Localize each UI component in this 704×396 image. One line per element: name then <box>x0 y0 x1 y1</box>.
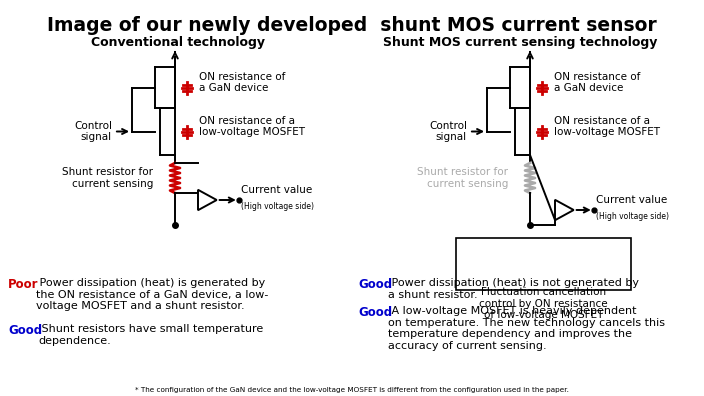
Text: Shunt resistor for
current sensing: Shunt resistor for current sensing <box>62 167 153 189</box>
Text: (High voltage side): (High voltage side) <box>596 212 669 221</box>
Text: Shunt MOS current sensing technology: Shunt MOS current sensing technology <box>383 36 658 49</box>
Text: Control
signal: Control signal <box>74 121 112 142</box>
Text: Power dissipation (heat) is not generated by
a shunt resistor.: Power dissipation (heat) is not generate… <box>388 278 639 300</box>
Text: Good: Good <box>358 306 392 319</box>
Text: Shunt resistors have small temperature
dependence.: Shunt resistors have small temperature d… <box>38 324 263 346</box>
Text: ON resistance of
a GaN device: ON resistance of a GaN device <box>199 72 285 93</box>
Text: (High voltage side): (High voltage side) <box>241 202 314 211</box>
Text: Good: Good <box>358 278 392 291</box>
Text: ON resistance of a
low-voltage MOSFET: ON resistance of a low-voltage MOSFET <box>554 116 660 137</box>
Text: Current value: Current value <box>241 185 312 195</box>
Bar <box>456 238 631 290</box>
Text: Control
signal: Control signal <box>429 121 467 142</box>
Text: Poor: Poor <box>8 278 39 291</box>
Text: Fluctuation cancellation
control by ON resistance
of low-voltage MOSFET: Fluctuation cancellation control by ON r… <box>479 287 608 320</box>
Polygon shape <box>555 200 574 220</box>
Text: Current value: Current value <box>596 195 667 205</box>
Text: ON resistance of a
low-voltage MOSFET: ON resistance of a low-voltage MOSFET <box>199 116 305 137</box>
Text: A low-voltage MOSFET is heavily dependent
on temperature. The new technology can: A low-voltage MOSFET is heavily dependen… <box>388 306 665 351</box>
Text: * The configuration of the GaN device and the low-voltage MOSFET is different fr: * The configuration of the GaN device an… <box>135 387 569 393</box>
Text: ON resistance of
a GaN device: ON resistance of a GaN device <box>554 72 641 93</box>
Text: Conventional technology: Conventional technology <box>91 36 265 49</box>
Text: Power dissipation (heat) is generated by
the ON resistance of a GaN device, a lo: Power dissipation (heat) is generated by… <box>36 278 268 311</box>
Text: Shunt resistor for
current sensing: Shunt resistor for current sensing <box>417 167 508 189</box>
Polygon shape <box>198 190 217 210</box>
Text: Image of our newly developed  shunt MOS current sensor: Image of our newly developed shunt MOS c… <box>47 16 657 35</box>
Text: Good: Good <box>8 324 42 337</box>
